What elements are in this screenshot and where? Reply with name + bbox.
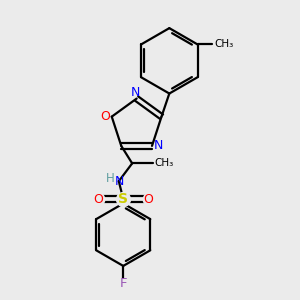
Text: N: N (153, 140, 163, 152)
Text: CH₃: CH₃ (154, 158, 174, 168)
Text: N: N (115, 175, 124, 188)
Text: O: O (93, 193, 103, 206)
Text: CH₃: CH₃ (215, 40, 234, 50)
Text: N: N (130, 86, 140, 99)
Text: O: O (100, 110, 110, 123)
Text: H: H (106, 172, 114, 185)
Text: O: O (144, 193, 154, 206)
Text: S: S (118, 192, 128, 206)
Text: F: F (119, 277, 127, 290)
